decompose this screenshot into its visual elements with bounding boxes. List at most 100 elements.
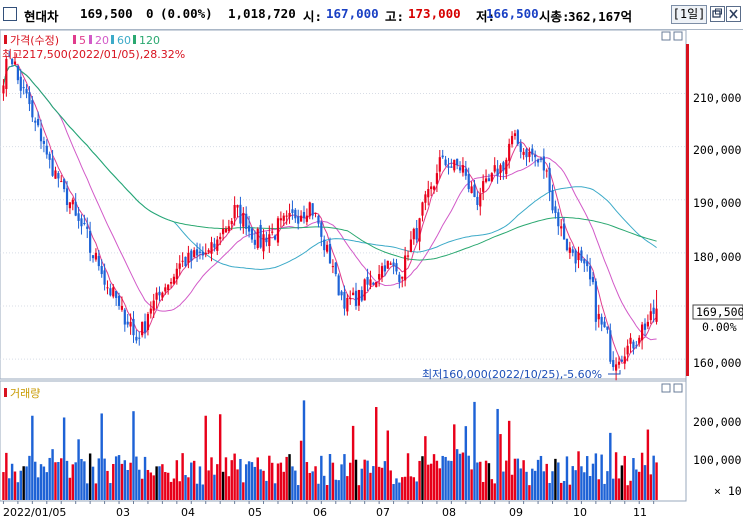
candle-body	[418, 218, 421, 242]
volume-bar	[296, 485, 300, 500]
volume-bar	[285, 456, 288, 500]
candle-body	[334, 262, 337, 275]
candle-body	[305, 215, 308, 222]
volume-bar	[438, 468, 442, 500]
candle-body	[198, 251, 202, 253]
candle-body	[97, 256, 100, 267]
volume-bar	[366, 460, 369, 500]
candle-body	[323, 239, 326, 251]
volume-bar	[88, 453, 92, 500]
volume-bar	[626, 485, 629, 500]
volume-bar	[525, 471, 528, 500]
volume-bar	[325, 485, 329, 500]
volume-bar	[146, 469, 150, 500]
volume-bar	[398, 482, 401, 500]
volume-bar	[317, 483, 320, 500]
candle-body	[164, 287, 167, 292]
candle-body	[571, 249, 574, 253]
date-label-2022-01-05: 2022/01/05	[3, 506, 66, 519]
candle-body	[490, 173, 493, 182]
volume-bar	[169, 481, 173, 500]
candle-body	[343, 291, 346, 309]
candle-body	[28, 92, 31, 105]
volume-bar	[201, 484, 205, 500]
volume-bar	[389, 470, 392, 500]
volume-bar	[91, 466, 95, 500]
candle-body	[600, 316, 603, 325]
candle-body	[560, 226, 563, 229]
candle-body	[65, 188, 69, 205]
close-icon	[729, 9, 738, 19]
candle-body	[221, 228, 225, 235]
candle-body	[357, 290, 360, 306]
candle-body	[652, 307, 655, 314]
volume-bar	[447, 460, 450, 500]
candle-body	[109, 288, 112, 296]
restore-window-button[interactable]	[710, 6, 725, 22]
volume-bar	[349, 462, 352, 500]
pane-close-icon[interactable]	[673, 31, 683, 41]
candle-body	[372, 282, 375, 285]
candle-body	[42, 140, 46, 144]
date-axis: 2022/01/05 03 04 05 06 07 08 09 10 11	[2, 501, 655, 519]
candle-body	[557, 212, 560, 227]
volume-bar	[97, 458, 101, 500]
chart-menu-button[interactable]	[3, 7, 17, 21]
ma20-line	[2, 64, 657, 341]
volume-bar	[424, 436, 427, 500]
candle-body	[112, 287, 115, 297]
volume-bar	[632, 458, 635, 500]
candle-body	[395, 263, 398, 272]
volume-bar	[652, 455, 655, 500]
candle-body	[534, 154, 537, 158]
volume-bar	[187, 477, 190, 500]
candle-body	[68, 202, 72, 209]
volume-bar	[120, 463, 124, 500]
volume-bar	[242, 482, 245, 500]
volume-bar	[493, 483, 496, 500]
price-pane-controls[interactable]	[661, 31, 683, 41]
volume-pane-restore-icon[interactable]	[661, 383, 671, 393]
candle-body	[132, 318, 135, 336]
volume-bar	[114, 456, 118, 500]
stock-chart[interactable]: 가격(수정) 5 20 60 120 최고217,500(2022/01/05)…	[0, 30, 743, 522]
volume-bar	[369, 472, 372, 500]
volume-bar	[340, 464, 343, 500]
legend-ma120-swatch	[133, 35, 136, 44]
candle-body	[606, 326, 609, 330]
volume-bar	[406, 453, 410, 500]
volume-bar	[138, 469, 141, 500]
volume-pane-controls[interactable]	[661, 383, 683, 393]
volume-bar	[395, 478, 398, 500]
volume-bar	[320, 455, 323, 500]
period-selector-button[interactable]: [1일]	[671, 5, 707, 24]
candle-body	[279, 218, 282, 221]
volume-bar	[140, 478, 144, 500]
date-label-08: 08	[442, 506, 456, 519]
volume-bar	[354, 459, 358, 500]
candle-body	[250, 228, 254, 240]
candle-body	[398, 274, 401, 283]
volume-bar	[302, 400, 306, 500]
volume-bar	[216, 464, 219, 500]
volume-tick-200000: 200,000	[693, 415, 742, 429]
candle-body	[415, 228, 418, 240]
volume-bar	[427, 464, 430, 500]
close-window-button[interactable]	[726, 6, 741, 22]
volume-bar	[328, 454, 332, 500]
axis-area	[686, 30, 743, 501]
candle-body	[623, 356, 626, 364]
candle-body	[48, 153, 51, 160]
volume-bar	[123, 460, 127, 500]
volume-bar	[83, 461, 86, 500]
pane-restore-icon[interactable]	[661, 31, 671, 41]
candle-body	[346, 297, 349, 312]
ma120-line	[2, 64, 657, 261]
candle-body	[201, 251, 204, 256]
candle-body	[135, 336, 138, 341]
candle-body	[612, 360, 615, 368]
volume-pane-close-icon[interactable]	[673, 383, 683, 393]
volume-bar	[551, 471, 554, 500]
volume-bar	[291, 466, 294, 500]
volume-bar	[308, 472, 311, 500]
